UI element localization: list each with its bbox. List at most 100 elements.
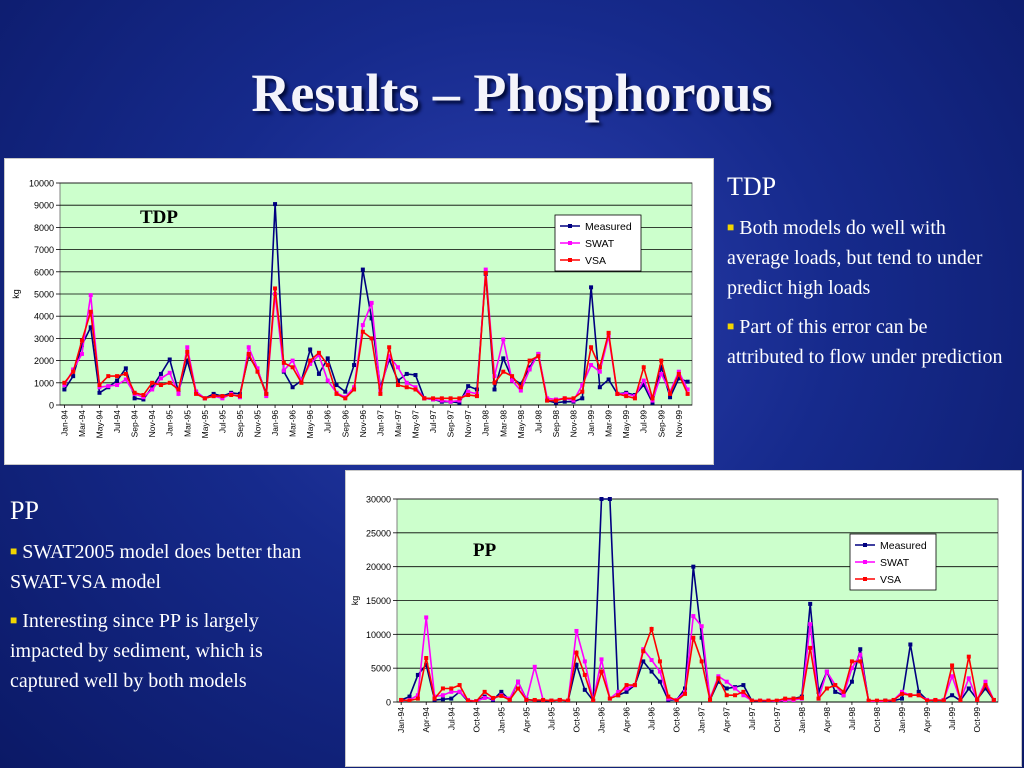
data-point-swat	[532, 664, 537, 669]
x-tick-label: Jul-94	[112, 410, 122, 433]
y-tick-label: 15000	[366, 596, 391, 606]
data-point-vsa	[615, 391, 620, 396]
data-point-vsa	[606, 330, 611, 335]
pp-chart-panel: 0 5000 10000 15000 20000 25000 30000 kg Jan-94 Ap…	[345, 470, 1022, 767]
x-tick-label: Jul-98	[533, 410, 543, 433]
data-point-vsa	[457, 396, 462, 401]
data-point-vsa	[580, 389, 585, 394]
data-point-measured	[833, 689, 838, 694]
data-point-vsa	[432, 696, 437, 701]
x-tick-label: Sep-94	[130, 410, 140, 438]
x-tick-label: Jan-95	[496, 707, 506, 733]
data-point-measured	[415, 672, 420, 677]
data-point-vsa	[490, 695, 495, 700]
data-point-vsa	[758, 698, 763, 702]
data-point-vsa	[88, 309, 93, 314]
data-point-swat	[264, 394, 269, 399]
data-point-swat	[404, 380, 409, 385]
data-point-measured	[424, 662, 429, 667]
data-point-vsa	[141, 393, 146, 398]
data-point-measured	[308, 347, 313, 352]
data-point-swat	[649, 658, 654, 663]
data-point-vsa	[532, 697, 537, 702]
legend-label-vsa: VSA	[880, 574, 901, 586]
data-point-measured	[499, 689, 504, 694]
data-point-measured	[185, 358, 190, 363]
data-point-vsa	[983, 683, 988, 688]
data-point-measured	[724, 686, 729, 691]
data-point-vsa	[449, 686, 454, 691]
data-point-vsa	[545, 398, 550, 403]
x-tick-label: Jan-97	[697, 707, 707, 733]
data-point-measured	[606, 377, 611, 382]
data-point-vsa	[316, 350, 321, 355]
data-point-vsa	[783, 696, 788, 701]
data-point-vsa	[246, 351, 251, 356]
data-point-measured	[983, 686, 988, 691]
data-point-measured	[716, 679, 721, 684]
x-tick-label: Sep-98	[551, 410, 561, 438]
data-point-vsa	[883, 698, 888, 702]
data-point-vsa	[176, 387, 181, 392]
data-point-measured	[641, 659, 646, 664]
data-point-swat	[518, 388, 523, 393]
data-point-vsa	[632, 396, 637, 401]
data-point-measured	[607, 497, 612, 501]
data-point-measured	[413, 373, 418, 378]
data-point-swat	[685, 387, 690, 392]
data-point-measured	[849, 679, 854, 684]
slide-title: Results – Phosphorous	[251, 63, 773, 123]
data-point-swat	[501, 337, 506, 342]
x-tick-label: Jul-97	[428, 410, 438, 433]
data-point-measured	[457, 400, 462, 405]
data-point-measured	[79, 343, 84, 348]
chart-legend: Measured SWAT VSA	[554, 214, 642, 272]
y-tick-label: 9000	[34, 201, 54, 211]
bullet-icon: ■	[727, 319, 735, 333]
x-tick-label: Jul-99	[947, 707, 957, 730]
x-tick-label: Jul-96	[647, 707, 657, 730]
data-point-vsa	[774, 698, 779, 702]
x-tick-label: May-95	[200, 410, 210, 439]
data-point-vsa	[220, 394, 225, 399]
data-point-vsa	[571, 396, 576, 401]
pp-chart: 0 5000 10000 15000 20000 25000 30000 kg Jan-94 Ap…	[350, 495, 999, 733]
bullet-icon: ■	[727, 220, 735, 234]
x-tick-label: Oct-95	[571, 707, 581, 733]
data-point-vsa	[741, 689, 746, 694]
data-point-swat	[387, 354, 392, 359]
x-tick-label: Jul-96	[323, 410, 333, 433]
tdp-note-1-text: Both models do well with average loads, …	[727, 217, 983, 299]
data-point-swat	[457, 398, 462, 403]
x-tick-label: Jul-98	[847, 707, 857, 730]
data-point-swat	[699, 624, 704, 629]
data-point-swat	[483, 267, 488, 272]
data-point-swat	[123, 377, 128, 382]
data-point-vsa	[908, 693, 913, 698]
data-point-vsa	[527, 358, 532, 363]
x-tick-label: Apr-97	[722, 707, 732, 733]
data-point-swat	[950, 674, 955, 679]
tdp-notes-heading: TDP	[727, 172, 777, 201]
data-point-vsa	[273, 286, 278, 291]
data-point-swat	[88, 293, 93, 298]
data-point-swat	[466, 389, 471, 394]
data-point-swat	[150, 387, 155, 392]
data-point-swat	[62, 383, 67, 388]
data-point-vsa	[566, 698, 571, 702]
data-point-vsa	[562, 396, 567, 401]
data-point-measured	[950, 693, 955, 698]
data-point-vsa	[557, 697, 562, 702]
y-tick-label: 8000	[34, 223, 54, 233]
data-point-vsa	[281, 360, 286, 365]
data-point-measured	[741, 683, 746, 688]
data-point-vsa	[708, 697, 713, 702]
data-point-vsa	[553, 398, 558, 403]
data-point-swat	[571, 398, 576, 403]
data-point-vsa	[415, 696, 420, 701]
x-tick-label: May-98	[516, 410, 526, 439]
data-point-vsa	[900, 691, 905, 696]
data-point-measured	[115, 378, 120, 383]
data-point-swat	[449, 689, 454, 694]
x-tick-label: May-96	[305, 410, 315, 439]
